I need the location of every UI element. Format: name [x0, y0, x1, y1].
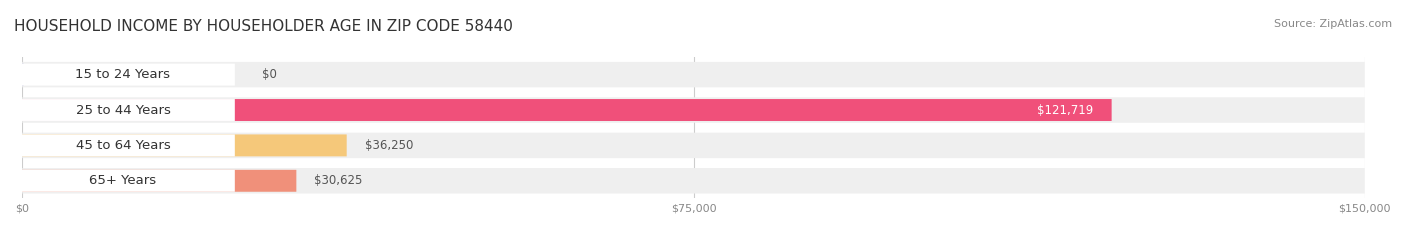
Text: $36,250: $36,250 [364, 139, 413, 152]
FancyBboxPatch shape [13, 134, 235, 156]
Text: 25 to 44 Years: 25 to 44 Years [76, 103, 170, 116]
Text: $30,625: $30,625 [315, 174, 363, 187]
FancyBboxPatch shape [13, 99, 235, 121]
FancyBboxPatch shape [22, 133, 1365, 158]
FancyBboxPatch shape [13, 170, 235, 192]
Text: Source: ZipAtlas.com: Source: ZipAtlas.com [1274, 19, 1392, 29]
Text: 65+ Years: 65+ Years [90, 174, 156, 187]
FancyBboxPatch shape [22, 62, 1365, 87]
FancyBboxPatch shape [22, 170, 297, 192]
FancyBboxPatch shape [13, 64, 235, 86]
FancyBboxPatch shape [22, 134, 347, 156]
FancyBboxPatch shape [22, 168, 1365, 194]
FancyBboxPatch shape [22, 99, 1112, 121]
Text: 15 to 24 Years: 15 to 24 Years [76, 68, 170, 81]
Text: HOUSEHOLD INCOME BY HOUSEHOLDER AGE IN ZIP CODE 58440: HOUSEHOLD INCOME BY HOUSEHOLDER AGE IN Z… [14, 19, 513, 34]
Text: $121,719: $121,719 [1038, 103, 1094, 116]
Text: 45 to 64 Years: 45 to 64 Years [76, 139, 170, 152]
FancyBboxPatch shape [22, 97, 1365, 123]
Text: $0: $0 [262, 68, 277, 81]
